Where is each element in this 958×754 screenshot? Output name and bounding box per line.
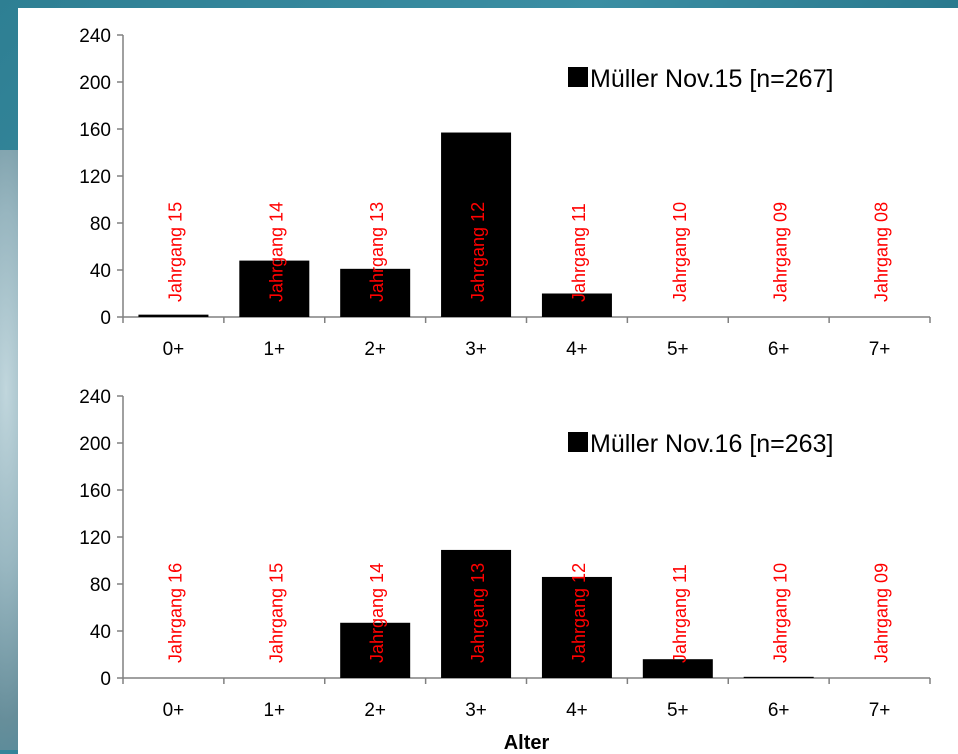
y-tick-label: 160 — [79, 481, 111, 502]
x-tick-label: 1+ — [263, 339, 285, 360]
chart-panel: 0 40 80 120 160 200 240 0+ Jahrgang 15 1+ Jahrgang… — [18, 8, 958, 754]
y-tick-label: 40 — [90, 261, 111, 282]
x-tick-label: 2+ — [364, 700, 386, 721]
y-tick-label: 200 — [79, 73, 111, 94]
cohort-label: Jahrgang 11 — [569, 203, 589, 302]
cohort-label: Jahrgang 13 — [468, 563, 488, 663]
cohort-label: Jahrgang 10 — [771, 563, 791, 663]
x-tick-label: 3+ — [465, 700, 487, 721]
chart-canvas: 0 40 80 120 160 200 240 0+ Jahrgang 15 1+ Jahrgang… — [79, 26, 931, 754]
y-tick-label: 0 — [100, 308, 111, 329]
y-tick-label: 80 — [90, 214, 111, 235]
x-tick-label: 0+ — [163, 339, 185, 360]
cohort-label: Jahrgang 15 — [266, 563, 286, 663]
cohort-label: Jahrgang 09 — [872, 563, 892, 663]
bar — [340, 268, 411, 317]
cohort-label: Jahrgang 14 — [266, 202, 286, 302]
y-tick-label: 240 — [79, 387, 111, 408]
x-tick-label: 1+ — [263, 700, 285, 721]
x-tick-label: 7+ — [869, 700, 891, 721]
x-axis-title: Alter — [504, 732, 550, 754]
cohort-label: Jahrgang 13 — [367, 202, 387, 302]
cohort-label: Jahrgang 08 — [872, 202, 892, 302]
y-tick-label: 80 — [90, 575, 111, 596]
x-tick-label: 2+ — [364, 339, 386, 360]
y-tick-label: 40 — [90, 622, 111, 643]
x-tick-label: 6+ — [768, 339, 790, 360]
legend-swatch — [568, 67, 588, 87]
x-tick-label: 6+ — [768, 700, 790, 721]
y-tick-label: 200 — [79, 434, 111, 455]
cohort-label: Jahrgang 12 — [569, 563, 589, 663]
bar — [340, 622, 411, 678]
x-tick-label: 7+ — [869, 339, 891, 360]
y-tick-label: 160 — [79, 120, 111, 141]
x-tick-label: 3+ — [465, 339, 487, 360]
bar — [441, 132, 512, 317]
y-tick-label: 120 — [79, 167, 111, 188]
legend-swatch — [568, 432, 588, 452]
cohort-label: Jahrgang 10 — [670, 202, 690, 302]
bar — [441, 549, 512, 678]
bar — [642, 659, 713, 678]
cohort-label: Jahrgang 16 — [165, 563, 185, 663]
cohort-label: Jahrgang 15 — [165, 202, 185, 302]
legend-label: Müller Nov.16 [n=263] — [590, 430, 833, 458]
cohort-label: Jahrgang 12 — [468, 202, 488, 302]
x-tick-label: 4+ — [566, 700, 588, 721]
x-tick-label: 4+ — [566, 339, 588, 360]
bar — [239, 260, 310, 317]
y-tick-label: 120 — [79, 528, 111, 549]
x-tick-label: 5+ — [667, 700, 689, 721]
x-tick-label: 0+ — [163, 700, 185, 721]
bar — [541, 293, 612, 317]
cohort-label: Jahrgang 11 — [670, 564, 690, 663]
cohort-label: Jahrgang 09 — [771, 202, 791, 302]
cohort-label: Jahrgang 14 — [367, 563, 387, 663]
bar — [743, 676, 814, 678]
bar — [138, 314, 209, 317]
y-tick-label: 240 — [79, 26, 111, 47]
bar — [541, 576, 612, 678]
y-tick-label: 0 — [100, 669, 111, 690]
legend-label: Müller Nov.15 [n=267] — [590, 65, 833, 93]
x-tick-label: 5+ — [667, 339, 689, 360]
